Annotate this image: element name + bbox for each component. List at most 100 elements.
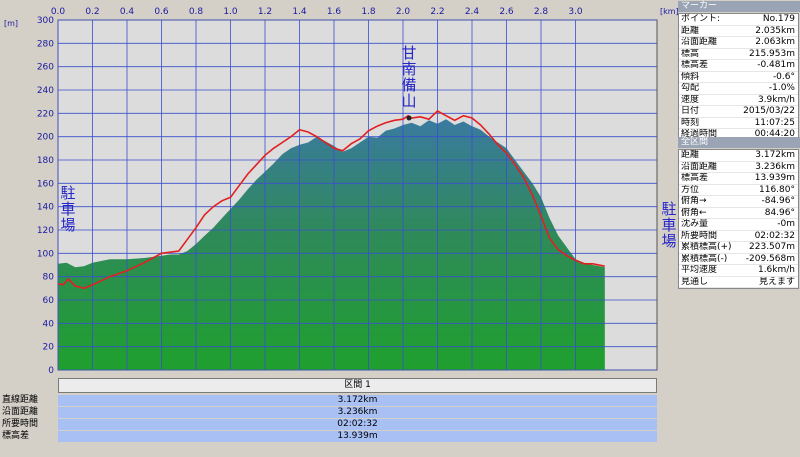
section-row-duration: 所要時間 02:02:32 [0, 419, 678, 430]
info-row: 方位 116.80° [679, 184, 798, 196]
y-tick-label: 240 [37, 86, 54, 96]
info-key: 経過時間 [681, 129, 718, 139]
y-tick-label: 60 [43, 296, 55, 306]
info-panel: マーカー ポイント: No.179 距離 2.035km 沿面距離 2.063km 標高 21… [678, 0, 800, 457]
info-row: 見通し 見えます [679, 276, 798, 288]
info-value: 3.172km [755, 150, 795, 160]
x-tick-label: 0.4 [120, 7, 135, 17]
y-tick-label: 300 [37, 16, 54, 26]
info-value: -209.568m [745, 253, 795, 264]
info-key: 標高 [681, 48, 700, 59]
x-tick-label: 2.6 [499, 7, 514, 17]
info-row: 俯角← 84.96° [679, 208, 798, 219]
info-value: 223.507m [749, 242, 795, 252]
section-row-value: 3.172km [58, 395, 657, 406]
info-value: 11:07:25 [754, 117, 795, 128]
annotation-char: 駐 [60, 184, 75, 202]
marker-panel-title: マーカー [678, 1, 800, 12]
y-tick-label: 200 [37, 133, 54, 143]
section-summary-table: 直線距離 3.172km 沿面距離 3.236km 所要時間 02:02:32 … [0, 395, 678, 457]
elevation-profile-svg[interactable]: 0 20 40 60 80 100 120 140 160 180 200 220 240 260 280 3… [0, 0, 678, 375]
section-row-label: 沿面距離 [2, 407, 39, 417]
info-value: -0.6° [772, 71, 795, 82]
info-key: 速度 [681, 94, 700, 105]
info-key: ポイント: [681, 14, 721, 24]
annotation-char: 車 [661, 216, 676, 234]
x-tick-label: 0.0 [51, 7, 66, 17]
info-value: 2015/03/22 [743, 106, 795, 116]
section-row-value: 3.236km [58, 407, 657, 418]
info-value: -84.96° [761, 196, 795, 206]
section-row-value: 13.939m [58, 431, 657, 442]
marker-info-box: ポイント: No.179 距離 2.035km 沿面距離 2.063km 標高 215.953… [678, 13, 799, 142]
info-value: 1.6km/h [757, 265, 795, 275]
info-row: 累積標高(+) 223.507m [679, 242, 798, 254]
info-key: 距離 [681, 25, 700, 36]
annotation-char: 駐 [661, 200, 676, 218]
info-value: 見えます [758, 276, 795, 287]
info-key: 俯角→ [681, 196, 707, 206]
info-key: 日付 [681, 106, 700, 116]
y-tick-label: 260 [37, 63, 54, 73]
marker-point [406, 115, 412, 121]
annotation-char: 場 [661, 232, 676, 250]
x-unit-label: [km] [660, 7, 678, 16]
y-tick-label: 220 [37, 109, 54, 119]
info-value: 215.953m [749, 48, 795, 59]
section-row-label: 直線距離 [2, 395, 39, 405]
section-row-label: 所要時間 [2, 419, 39, 429]
info-row: 標高差 13.939m [679, 173, 798, 185]
info-row: 俯角→ -84.96° [679, 196, 798, 208]
y-tick-label: 120 [37, 226, 54, 236]
x-tick-label: 1.2 [258, 7, 272, 17]
info-key: 沈み量 [681, 219, 709, 229]
annotation-char: 車 [60, 200, 75, 218]
annotation-char: 甘 [402, 44, 417, 62]
all-section-info-box: 距離 3.172km 沿面距離 3.236km 標高差 13.939m 方位 116.80° 俯… [678, 149, 799, 289]
section-row-value: 02:02:32 [58, 419, 657, 430]
info-key: 方位 [681, 184, 700, 195]
info-row: 距離 3.172km [679, 150, 798, 162]
x-tick-label: 0.6 [154, 7, 169, 17]
x-tick-label: 1.6 [327, 7, 342, 17]
info-key: 累積標高(-) [681, 253, 728, 264]
info-row: 沿面距離 2.063km [679, 37, 798, 49]
x-tick-label: 1.8 [361, 7, 376, 17]
info-row: 日付 2015/03/22 [679, 106, 798, 118]
info-row: 速度 3.9km/h [679, 94, 798, 106]
x-tick-label: 3.0 [568, 7, 583, 17]
y-tick-label: 140 [37, 203, 54, 213]
info-value: 3.236km [755, 161, 795, 172]
x-tick-label: 0.8 [189, 7, 204, 17]
info-key: 傾斜 [681, 71, 700, 82]
annotation-char: 南 [402, 60, 417, 78]
section-row-elevation-difference: 標高差 13.939m [0, 431, 678, 442]
info-row: 平均速度 1.6km/h [679, 265, 798, 277]
info-row: 沿面距離 3.236km [679, 161, 798, 173]
x-tick-label: 2.0 [396, 7, 411, 17]
info-value: 116.80° [759, 184, 795, 195]
x-tick-label: 2.4 [465, 7, 480, 17]
y-tick-label: 100 [37, 249, 54, 259]
x-tick-label: 1.0 [223, 7, 238, 17]
info-value: 3.9km/h [757, 94, 795, 105]
annotation-char: 場 [60, 216, 75, 234]
section-header[interactable]: 区間 1 [58, 378, 657, 393]
info-value: -1.0% [768, 83, 795, 93]
section-row-straight-distance: 直線距離 3.172km [0, 395, 678, 406]
x-tick-label: 2.8 [534, 7, 549, 17]
x-tick-label: 2.2 [430, 7, 444, 17]
elevation-profile-chart[interactable]: 0 20 40 60 80 100 120 140 160 180 200 220 240 260 280 3… [0, 0, 678, 375]
info-key: 沿面距離 [681, 161, 718, 172]
info-row: 累積標高(-) -209.568m [679, 253, 798, 265]
info-key: 勾配 [681, 83, 700, 93]
info-key: 時刻 [681, 117, 700, 128]
section-row-label: 標高差 [2, 431, 30, 441]
info-row: 勾配 -1.0% [679, 83, 798, 95]
info-key: 標高差 [681, 173, 709, 183]
info-value: 00:44:20 [754, 129, 795, 139]
info-key: 累積標高(+) [681, 242, 732, 252]
info-key: 距離 [681, 150, 700, 160]
annotation-char: 山 [402, 92, 417, 110]
y-unit-label: [m] [4, 19, 18, 28]
